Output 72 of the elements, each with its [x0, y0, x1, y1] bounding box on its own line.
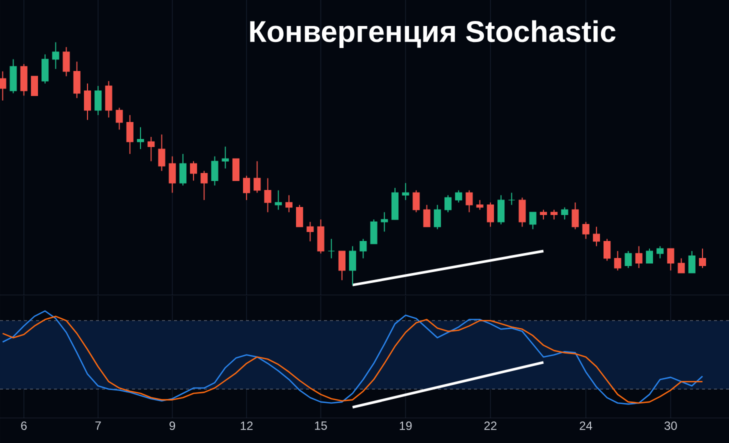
candlestick [455, 190, 462, 203]
candlestick [190, 160, 198, 182]
candlestick [518, 197, 526, 228]
candlestick [211, 156, 218, 186]
candlestick [402, 182, 410, 201]
candlestick [306, 221, 314, 242]
candlestick [561, 206, 568, 220]
x-tick-label: 24 [580, 422, 592, 430]
x-tick-label: 6 [21, 422, 27, 430]
candlestick [126, 114, 134, 154]
candlestick [497, 194, 505, 225]
candlestick [550, 209, 558, 220]
candlestick [222, 146, 229, 169]
x-tick-label: 9 [170, 422, 176, 430]
candlestick [73, 61, 80, 99]
candlestick [264, 178, 272, 213]
candlestick [635, 246, 642, 269]
candlestick [614, 250, 622, 271]
candlestick [592, 226, 600, 247]
candlestick [624, 250, 632, 269]
candlestick [476, 200, 484, 210]
candlestick [667, 248, 674, 271]
candlestick [529, 212, 536, 230]
candlestick [62, 46, 70, 77]
candlestick [380, 212, 388, 232]
x-tick-label: 30 [664, 422, 677, 430]
chart-title: Конвергенция Stochastic [250, 20, 616, 48]
candlestick [656, 246, 664, 259]
candlestick [179, 153, 186, 186]
candlestick [232, 158, 240, 181]
candlestick [582, 221, 590, 240]
candlestick [148, 136, 155, 162]
candlestick [328, 238, 335, 259]
x-tick-label: 12 [240, 422, 253, 430]
candlestick [646, 248, 654, 264]
candlestick [254, 160, 261, 194]
x-tick-label: 15 [315, 422, 327, 430]
candlestick [698, 248, 706, 269]
candlestick [444, 194, 452, 213]
x-tick-label: 7 [95, 422, 101, 430]
candlestick [688, 250, 696, 274]
candlestick [349, 246, 356, 286]
candlestick [0, 70, 6, 102]
candlestick [338, 250, 346, 281]
candlestick [243, 175, 250, 201]
x-tick-label: 19 [400, 422, 412, 430]
candlestick [360, 238, 367, 259]
candlestick [136, 126, 144, 150]
candlestick [116, 107, 123, 130]
candlestick [168, 156, 176, 194]
candlestick [678, 258, 685, 274]
candlestick [285, 194, 292, 213]
candlestick [423, 204, 430, 228]
candlestick [94, 85, 102, 116]
candlestick [274, 190, 282, 210]
candlestick [604, 238, 611, 262]
candlestick [540, 209, 547, 220]
candlestick [434, 204, 441, 230]
candlestick [486, 202, 494, 228]
candlestick [370, 218, 378, 244]
candlestick [296, 204, 304, 228]
candlestick [52, 42, 60, 70]
candlestick [508, 192, 516, 206]
candlestick [158, 134, 166, 172]
candlestick [572, 202, 579, 230]
candlestick [412, 190, 420, 213]
candlestick [200, 170, 208, 201]
candlestick [42, 54, 49, 84]
candlestick [84, 83, 92, 120]
x-tick-label: 22 [484, 422, 496, 430]
candlestick [30, 76, 38, 96]
candlestick [466, 190, 473, 213]
